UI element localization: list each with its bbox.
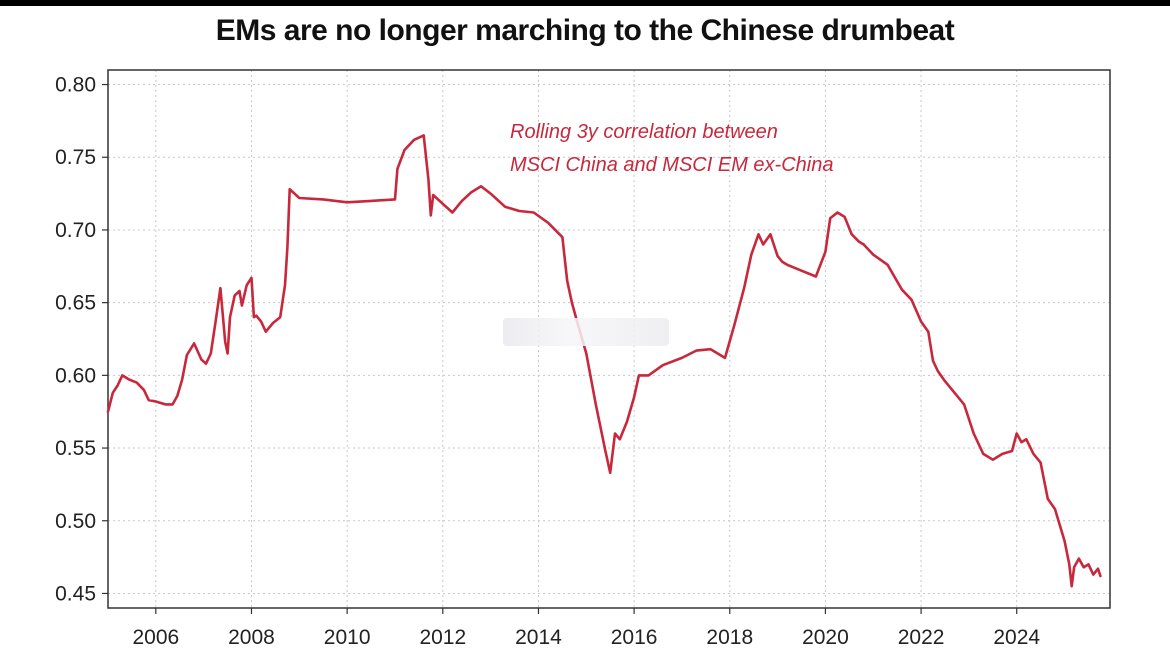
watermark	[503, 318, 669, 346]
axis-ticks	[102, 83, 1018, 614]
x-tick-label: 2006	[132, 626, 179, 649]
x-tick-label: 2024	[993, 626, 1040, 649]
y-tick-label: 0.80	[55, 74, 96, 97]
annotation-line-2: MSCI China and MSCI EM ex-China	[510, 154, 833, 176]
plot-frame	[107, 69, 1111, 609]
x-tick-label: 2010	[324, 626, 371, 649]
y-tick-label: 0.50	[55, 510, 96, 533]
y-tick-label: 0.70	[55, 219, 96, 242]
x-tick-label: 2020	[802, 626, 849, 649]
y-axis-labels: 0.45 0.50 0.55 0.60 0.65 0.70 0.75 0.80	[55, 74, 96, 606]
series-line	[106, 134, 1102, 588]
x-tick-label: 2014	[515, 626, 562, 649]
y-tick-label: 0.55	[55, 437, 96, 460]
x-axis-labels: 2006 2008 2010 2012 2014 2016 2018 2020 2022 2024	[132, 626, 1040, 649]
y-tick-label: 0.75	[55, 146, 96, 169]
x-tick-label: 2012	[419, 626, 466, 649]
chart-title: EMs are no longer marching to the Chines…	[215, 14, 955, 47]
y-tick-label: 0.60	[55, 364, 96, 387]
x-tick-label: 2008	[228, 626, 275, 649]
x-tick-label: 2022	[898, 626, 945, 649]
annotation-line-1: Rolling 3y correlation between	[510, 121, 778, 143]
top-border	[0, 0, 1170, 6]
y-tick-label: 0.45	[55, 582, 96, 605]
grid-lines	[108, 70, 1110, 608]
x-tick-label: 2018	[706, 626, 753, 649]
y-tick-label: 0.65	[55, 292, 96, 315]
x-tick-label: 2016	[611, 626, 658, 649]
